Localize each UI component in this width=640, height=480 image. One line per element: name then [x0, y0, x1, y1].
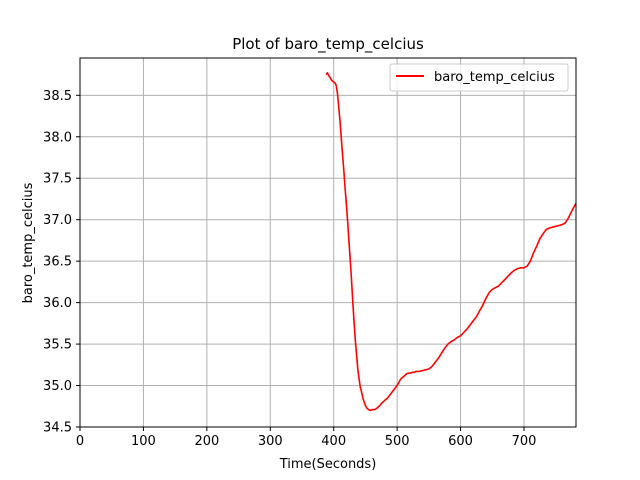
series-line — [325, 72, 577, 412]
y-tick-label: 37.0 — [43, 213, 72, 228]
x-tick-label: 200 — [194, 434, 219, 449]
x-tick-label: 700 — [512, 434, 537, 449]
y-axis-label: baro_temp_celcius — [21, 182, 36, 303]
y-tick-label: 36.0 — [43, 296, 72, 311]
legend: baro_temp_celcius — [389, 63, 569, 92]
plot-area — [325, 72, 577, 412]
x-tick-label: 500 — [385, 434, 410, 449]
x-tick-label: 400 — [321, 434, 346, 449]
x-tick-label: 600 — [448, 434, 473, 449]
axes-frame — [79, 57, 577, 428]
y-tick-label: 38.0 — [43, 130, 72, 145]
x-tick-label: 0 — [76, 434, 84, 449]
y-tick-label: 35.5 — [43, 338, 72, 353]
y-tick-label: 37.5 — [43, 172, 72, 187]
y-tick-label: 36.5 — [43, 255, 72, 270]
legend-box — [389, 63, 569, 92]
chart-title: Plot of baro_temp_celcius — [232, 35, 424, 54]
ticks: 0 100 200 300 400 500 600 700 34.5 35.0 35.5 36.0 36… — [43, 89, 536, 449]
x-tick-label: 300 — [258, 434, 283, 449]
y-tick-label: 34.5 — [43, 421, 72, 436]
x-axis-label: Time(Seconds) — [279, 457, 377, 472]
x-tick-label: 100 — [131, 434, 156, 449]
legend-entry-label: baro_temp_celcius — [434, 70, 555, 85]
y-tick-label: 35.0 — [43, 379, 72, 394]
y-tick-label: 38.5 — [43, 89, 72, 104]
